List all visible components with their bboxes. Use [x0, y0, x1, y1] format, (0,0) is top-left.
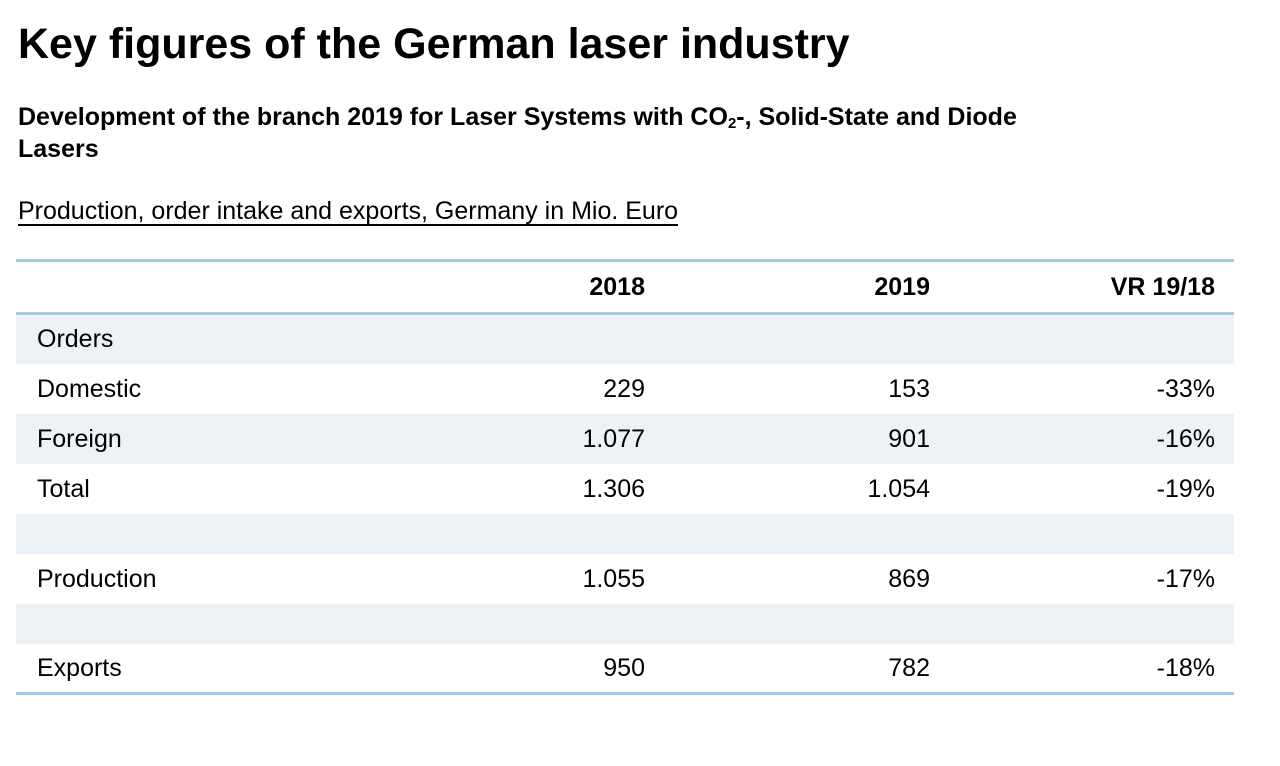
spacer-cell: [380, 514, 664, 554]
header-label: [16, 261, 380, 314]
spacer-cell: [949, 514, 1234, 554]
subtitle-part-2: -, Solid-State and Diode Lasers: [18, 103, 1017, 163]
header-2018: 2018: [589, 272, 645, 301]
row-label: Production: [37, 564, 157, 593]
cell-vr: [949, 314, 1234, 364]
cell-2018: 1.077: [582, 424, 645, 453]
row-label: Exports: [37, 653, 122, 682]
row-foreign: Foreign 1.077 901 -16%: [16, 413, 1234, 464]
cell-2019: [664, 314, 949, 364]
table-caption: Production, order intake and exports, Ge…: [18, 197, 679, 225]
spacer-cell: [949, 604, 1234, 644]
row-label: Total: [37, 474, 90, 503]
spacer-cell: [16, 604, 380, 644]
cell-2018: 950: [603, 653, 645, 682]
page-subtitle: Development of the branch 2019 for Laser…: [18, 101, 1018, 165]
row-domestic: Domestic 229 153 -33%: [16, 363, 1234, 414]
cell-2018: [380, 314, 664, 364]
row-orders: Orders: [16, 313, 1234, 364]
spacer-row: [16, 513, 1234, 554]
cell-2019: 782: [888, 653, 930, 682]
spacer-cell: [380, 604, 664, 644]
page-title: Key figures of the German laser industry: [18, 20, 850, 68]
spacer-row: [16, 603, 1234, 644]
cell-vr: -17%: [1156, 564, 1215, 593]
table-header-row: 2018 2019 VR 19/18: [16, 260, 1234, 314]
cell-vr: -16%: [1156, 424, 1215, 453]
cell-vr: -18%: [1156, 653, 1215, 682]
cell-vr: -33%: [1156, 374, 1215, 403]
header-vr: VR 19/18: [1110, 272, 1215, 301]
spacer-cell: [16, 514, 380, 554]
spacer-cell: [664, 514, 949, 554]
header-2019: 2019: [874, 272, 930, 301]
cell-vr: -19%: [1156, 474, 1215, 503]
row-label: Domestic: [37, 374, 142, 403]
cell-2019: 1.054: [867, 474, 930, 503]
cell-2018: 1.306: [582, 474, 645, 503]
cell-2019: 869: [888, 564, 930, 593]
subtitle-subscript: 2: [727, 115, 737, 132]
subtitle-part-1: Development of the branch 2019 for Laser…: [18, 103, 728, 131]
key-figures-table: 2018 2019 VR 19/18 Orders Domestic 229 1…: [16, 259, 1234, 695]
cell-2018: 229: [603, 374, 645, 403]
cell-2019: 901: [888, 424, 930, 453]
spacer-cell: [664, 604, 949, 644]
row-exports: Exports 950 782 -18%: [16, 643, 1234, 694]
row-label: Foreign: [37, 424, 122, 453]
cell-2019: 153: [888, 374, 930, 403]
row-production: Production 1.055 869 -17%: [16, 553, 1234, 604]
cell-2018: 1.055: [582, 564, 645, 593]
row-total: Total 1.306 1.054 -19%: [16, 463, 1234, 514]
row-label: Orders: [37, 325, 114, 354]
